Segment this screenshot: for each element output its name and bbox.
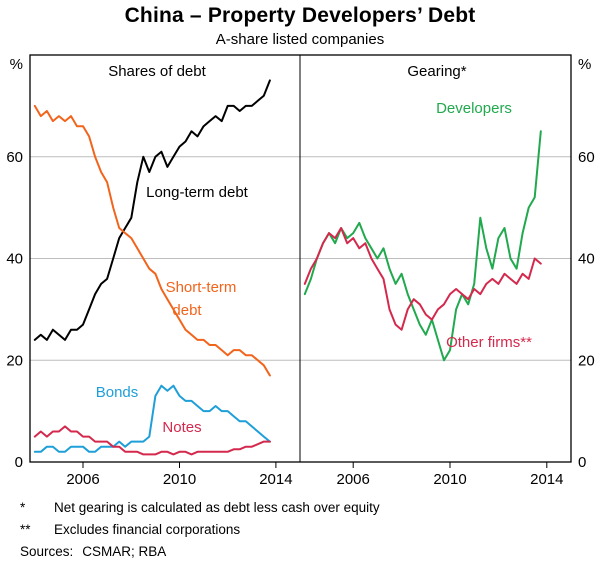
chart-subtitle: A-share listed companies: [215, 31, 385, 48]
chart-title: China – Property Developers’ Debt: [124, 4, 476, 27]
y-tick-label-right: 0: [578, 454, 586, 471]
series-line-bonds: [33, 384, 271, 453]
y-axis-unit-left: %: [10, 56, 23, 73]
annotation-other-firms: Other firms**: [446, 334, 532, 351]
annotation-short-term-line2: debt: [172, 302, 202, 319]
footnote-text: Net gearing is calculated as debt less c…: [54, 500, 380, 515]
x-tick-label: 2006: [337, 471, 370, 488]
y-tick-label-left: 20: [6, 352, 23, 369]
annotation-notes: Notes: [162, 419, 201, 436]
annotation-bonds: Bonds: [96, 384, 139, 401]
series-line-developers: [303, 130, 542, 362]
footnote-marker: *: [20, 500, 26, 515]
annotation-short-term-line1: Short-term: [166, 279, 237, 296]
y-tick-label-right: 40: [578, 251, 595, 268]
x-tick-label: 2010: [433, 471, 466, 488]
footnote-marker: **: [20, 522, 31, 537]
annotation-developers: Developers: [436, 100, 512, 117]
y-axis-unit-right: %: [578, 56, 591, 73]
y-tick-label-left: 40: [6, 251, 23, 268]
footnote: ** Excludes financial corporations: [20, 519, 586, 541]
x-tick-label: 2014: [530, 471, 563, 488]
x-tick-label: 2010: [163, 471, 196, 488]
annotation-gearing: Gearing*: [407, 63, 466, 80]
y-tick-label-right: 20: [578, 352, 595, 369]
x-tick-label: 2006: [66, 471, 99, 488]
series-line-notes: [33, 425, 271, 456]
sources-line: Sources: CSMAR; RBA: [20, 541, 586, 563]
series-line-other-firms: [303, 227, 542, 331]
sources-names: CSMAR; RBA: [82, 544, 167, 559]
footnote: * Net gearing is calculated as debt less…: [20, 497, 586, 519]
y-tick-label-left: 0: [15, 454, 23, 471]
x-tick-label: 2014: [259, 471, 292, 488]
sources-label: Sources:: [20, 544, 74, 559]
annotation-long-term-debt: Long-term debt: [146, 184, 249, 201]
annotation-shares-of-debt: Shares of debt: [108, 63, 206, 80]
y-tick-label-left: 60: [6, 149, 23, 166]
series-line-short-term-debt: [33, 104, 271, 377]
series-line-long-term-debt: [33, 79, 271, 341]
footnotes: * Net gearing is calculated as debt less…: [20, 497, 586, 563]
footnote-text: Excludes financial corporations: [54, 522, 241, 537]
y-tick-label-right: 60: [578, 149, 595, 166]
